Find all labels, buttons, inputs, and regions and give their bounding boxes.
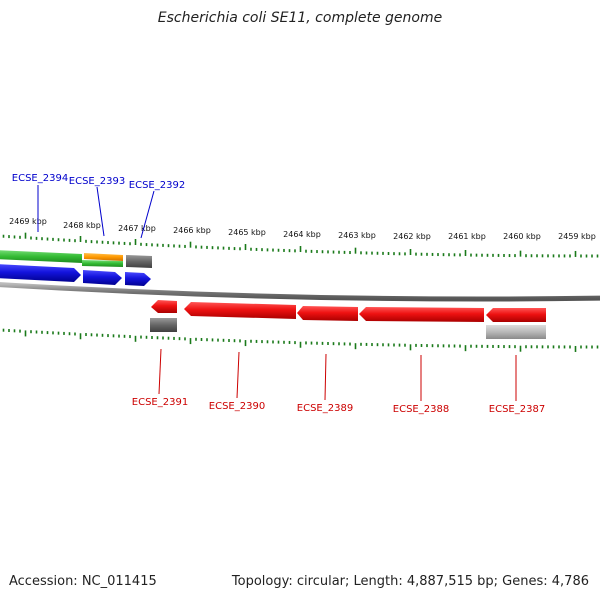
- kbp-label: 2463 kbp: [338, 231, 376, 240]
- callout-line: [158, 348, 162, 395]
- gene-arrow-red[interactable]: [297, 306, 358, 321]
- kbp-ticks-bottom: [2, 328, 599, 352]
- forward-strand-features: [0, 250, 152, 286]
- gene-labels-top: ECSE_2394 ECSE_2393 ECSE_2392: [12, 173, 185, 191]
- kbp-label: 2468 kbp: [63, 221, 101, 230]
- callout-line: [140, 190, 155, 239]
- gene-label-ecse-2389[interactable]: ECSE_2389: [297, 403, 353, 414]
- genome-backbone: [0, 282, 600, 302]
- kbp-label: 2459 kbp: [558, 232, 596, 241]
- gene-callout-lines: [37, 185, 517, 401]
- gene-arrow-red[interactable]: [359, 307, 484, 322]
- gene-label-ecse-2387[interactable]: ECSE_2387: [489, 404, 545, 415]
- gene-label-ecse-2388[interactable]: ECSE_2388: [393, 404, 449, 415]
- gene-arrow-blue[interactable]: [125, 272, 151, 286]
- kbp-scale-labels: 2469 kbp 2468 kbp 2467 kbp 2466 kbp 2465…: [9, 217, 596, 241]
- reverse-strand-features: [150, 300, 546, 339]
- callout-line: [324, 353, 327, 401]
- gene-label-ecse-2393[interactable]: ECSE_2393: [69, 176, 125, 187]
- gene-arrow-red[interactable]: [184, 302, 296, 319]
- gene-feature-lightgray[interactable]: [486, 325, 546, 339]
- gene-feature-gray[interactable]: [150, 318, 177, 332]
- map-title: Escherichia coli SE11, complete genome: [157, 10, 443, 26]
- kbp-label: 2466 kbp: [173, 226, 211, 235]
- kbp-label: 2465 kbp: [228, 228, 266, 237]
- kbp-ticks-top: [2, 232, 599, 258]
- kbp-label: 2469 kbp: [9, 217, 47, 226]
- gene-label-ecse-2390[interactable]: ECSE_2390: [209, 401, 265, 412]
- kbp-label: 2464 kbp: [283, 230, 321, 239]
- footer-accession: Accession: NC_011415: [9, 574, 157, 589]
- kbp-label: 2462 kbp: [393, 232, 431, 241]
- gene-label-ecse-2394[interactable]: ECSE_2394: [12, 173, 68, 184]
- gene-arrow-blue[interactable]: [0, 264, 81, 282]
- gene-arrow-blue[interactable]: [83, 270, 122, 285]
- gene-feature-green[interactable]: [0, 250, 82, 263]
- footer-genome-stats: Topology: circular; Length: 4,887,515 bp…: [231, 574, 589, 589]
- gene-labels-bottom: ECSE_2391 ECSE_2390 ECSE_2389 ECSE_2388 …: [132, 397, 545, 415]
- callout-line: [96, 186, 105, 237]
- callout-line: [236, 351, 240, 399]
- kbp-label: 2460 kbp: [503, 232, 541, 241]
- gene-feature-gray[interactable]: [126, 255, 152, 268]
- gene-label-ecse-2392[interactable]: ECSE_2392: [129, 180, 185, 191]
- kbp-label: 2467 kbp: [118, 224, 156, 233]
- gene-feature-orange[interactable]: [84, 253, 123, 261]
- gene-arrow-red[interactable]: [151, 300, 177, 313]
- gene-feature-green[interactable]: [82, 260, 123, 267]
- gene-arrow-red[interactable]: [486, 308, 546, 322]
- gene-label-ecse-2391[interactable]: ECSE_2391: [132, 397, 188, 408]
- kbp-label: 2461 kbp: [448, 232, 486, 241]
